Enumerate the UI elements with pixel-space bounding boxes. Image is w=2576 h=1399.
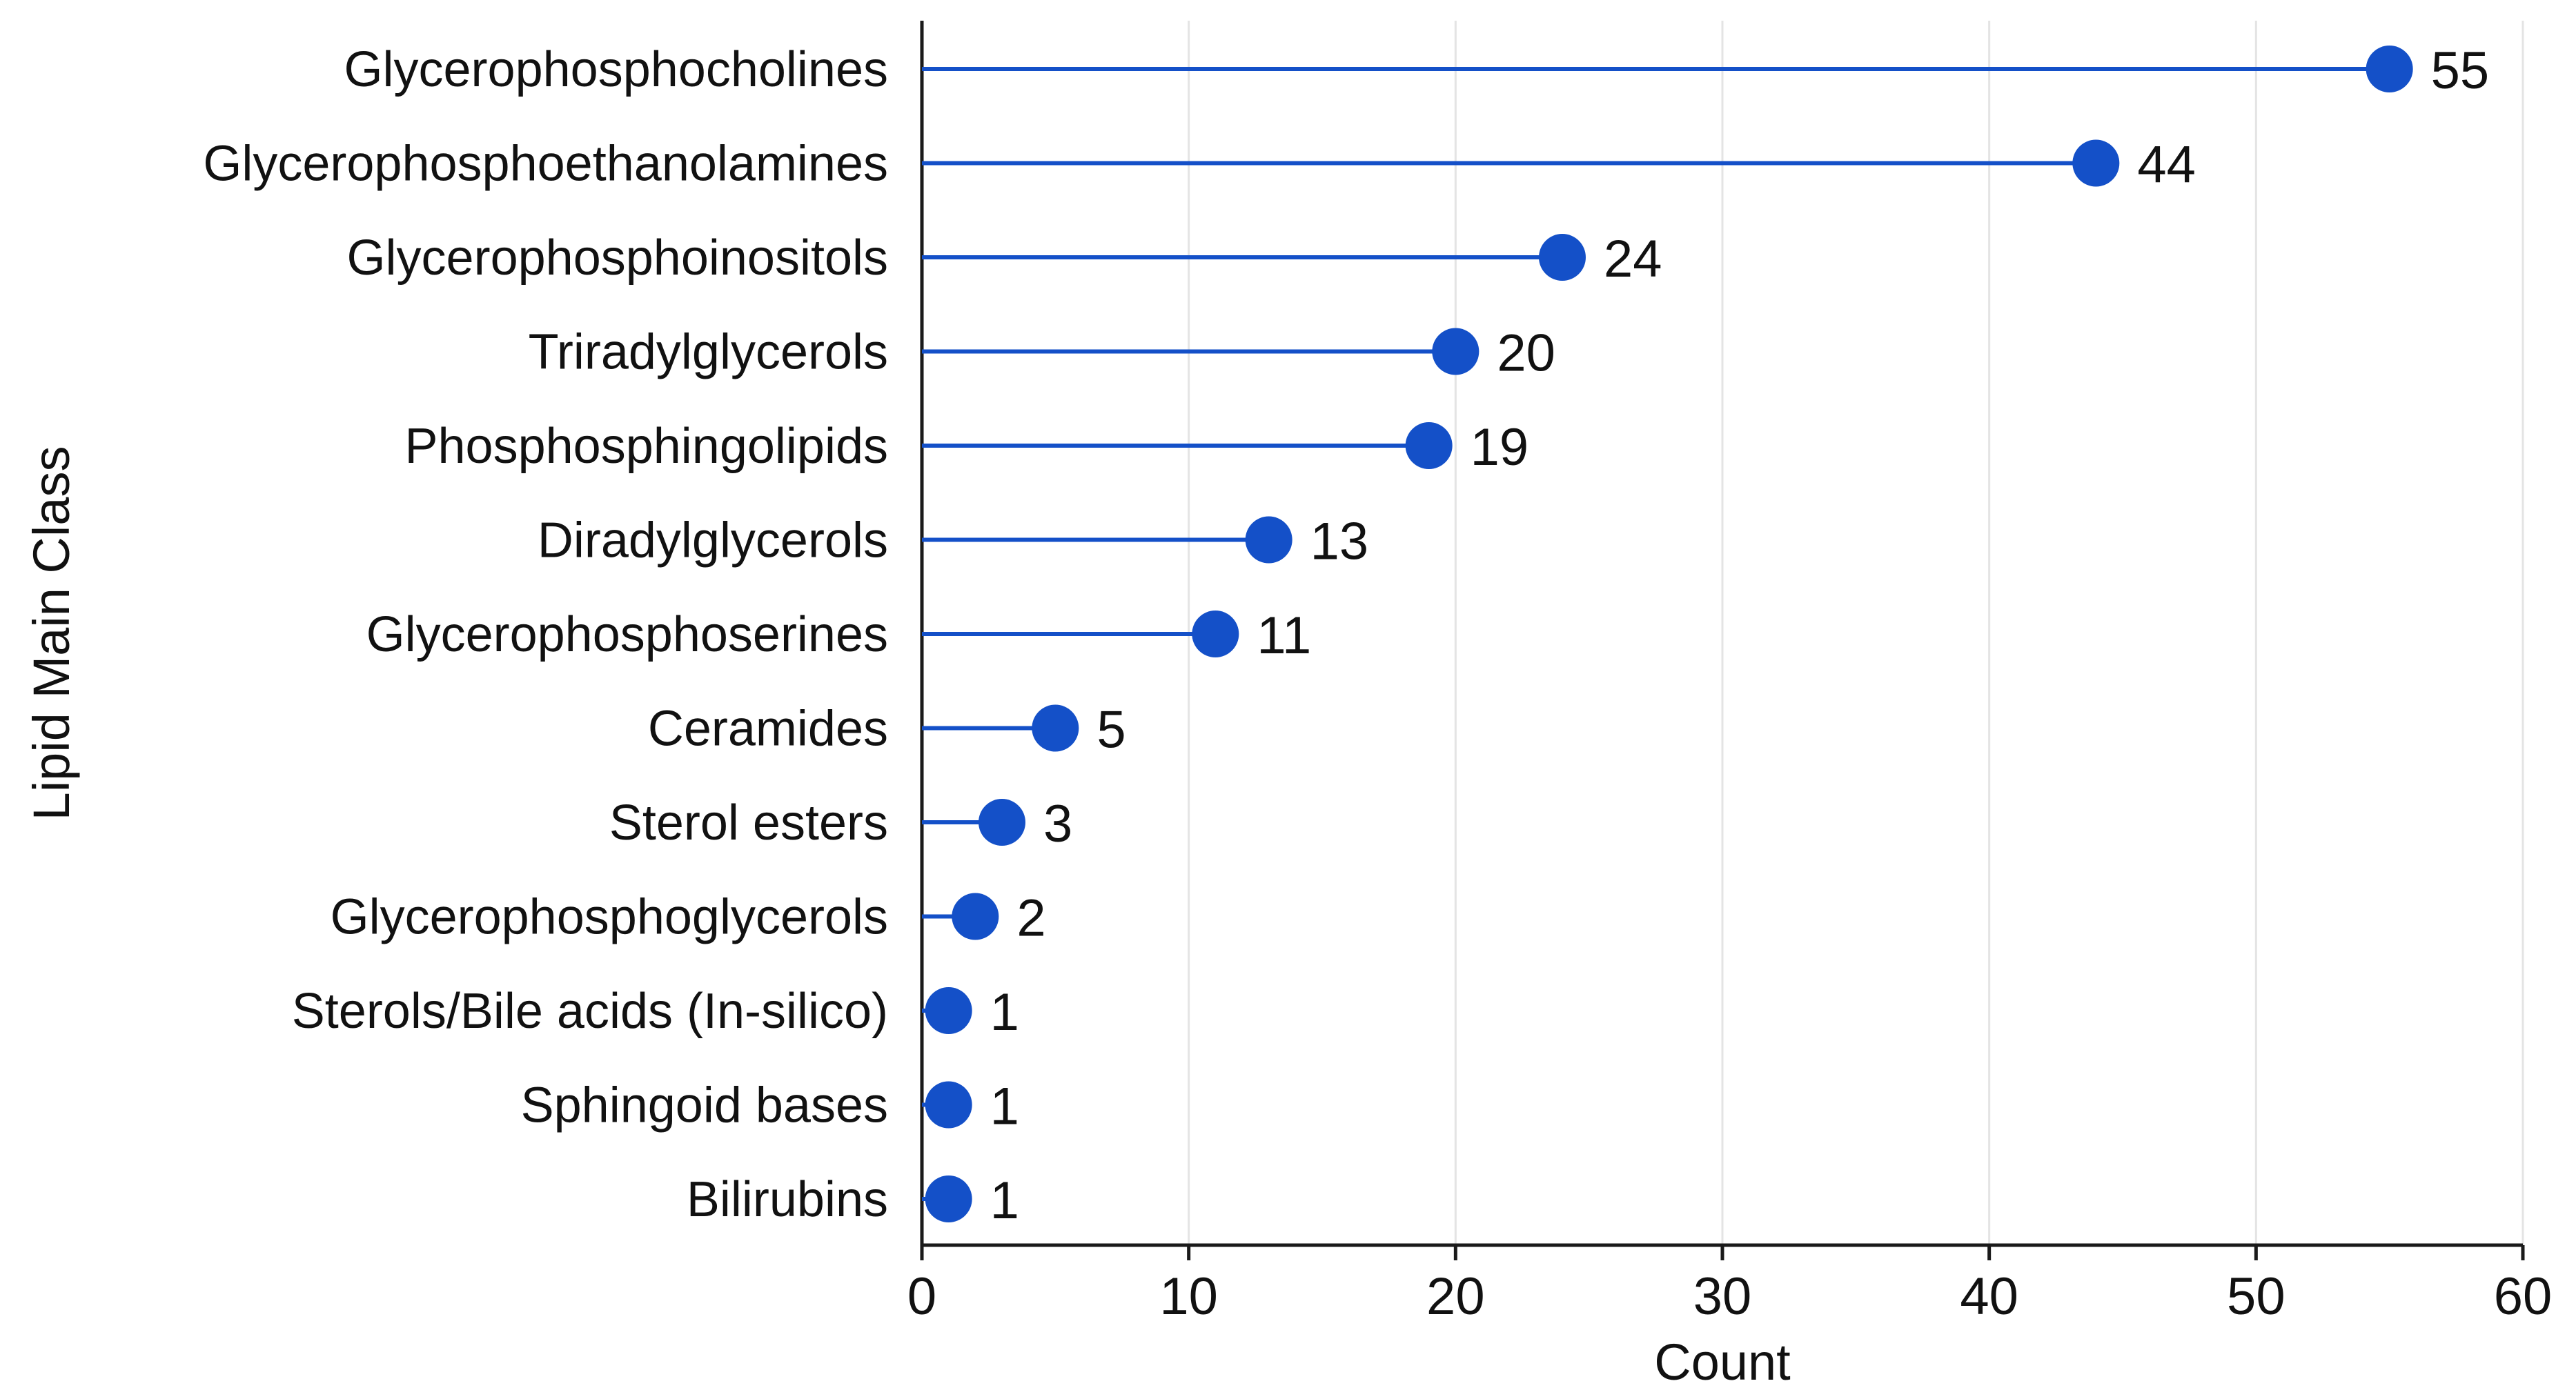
data-label: 1 [990, 983, 1019, 1042]
axes: 0 10 20 30 40 50 60 [907, 21, 2552, 1326]
lollipop-dot [1245, 516, 1292, 564]
lollipop-dot [925, 1175, 972, 1222]
category-label: Phosphosphingolipids [404, 419, 888, 474]
lollipop-dot [1539, 234, 1586, 281]
x-tick-label: 20 [1426, 1267, 1485, 1326]
x-tick-label: 50 [2227, 1267, 2285, 1326]
data-label: 44 [2137, 136, 2196, 195]
lollipop-dot [1432, 328, 1479, 375]
category-label: Glycerophosphoethanolamines [203, 137, 888, 192]
lollipop-dot [2366, 46, 2413, 92]
data-label: 11 [1257, 606, 1311, 665]
category-label: Sterol esters [609, 795, 888, 851]
data-label: 3 [1043, 795, 1072, 853]
data-label: 5 [1097, 701, 1125, 760]
lollipop-dot [952, 893, 999, 940]
lollipop-dot [1405, 422, 1453, 469]
category-label: Glycerophosphocholines [344, 42, 888, 97]
lollipop-dot [925, 1081, 972, 1129]
labels: Glycerophosphocholines 55 Glycerophosphoet… [203, 41, 2489, 1230]
lollipop-dot [2072, 139, 2120, 187]
data-label: 13 [1310, 513, 1369, 571]
x-tick-label: 0 [907, 1267, 936, 1326]
data-label: 1 [990, 1171, 1019, 1230]
data-marks [922, 46, 2413, 1222]
lollipop-dot [1192, 611, 1239, 657]
lollipop-dot [1032, 704, 1079, 752]
category-label: Sterols/Bile acids (In-silico) [292, 984, 888, 1039]
data-label: 19 [1471, 418, 1529, 477]
lollipop-dot [925, 987, 972, 1034]
lollipop-dot [979, 799, 1025, 846]
data-label: 24 [1604, 230, 1662, 288]
x-tick-label: 10 [1159, 1267, 1218, 1326]
category-label: Bilirubins [687, 1172, 888, 1227]
data-label: 20 [1497, 324, 1555, 383]
category-label: Diradylglycerols [538, 513, 888, 568]
grid-lines [1188, 21, 2524, 1245]
data-label: 55 [2431, 41, 2490, 100]
x-tick-label: 40 [1960, 1267, 2018, 1326]
category-label: Glycerophosphoglycerols [331, 890, 888, 945]
category-label: Sphingoid bases [521, 1078, 888, 1133]
category-label: Triradylglycerols [529, 325, 888, 380]
category-label: Glycerophosphoinositols [347, 230, 888, 286]
x-tick-label: 60 [2494, 1267, 2553, 1326]
x-axis-title: Count [1654, 1333, 1791, 1391]
y-axis-title: Lipid Main Class [23, 446, 80, 821]
category-label: Glycerophosphoserines [366, 607, 888, 662]
data-label: 1 [990, 1078, 1019, 1136]
x-tick-label: 30 [1693, 1267, 1752, 1326]
data-label: 2 [1016, 889, 1045, 948]
category-label: Ceramides [648, 702, 888, 757]
